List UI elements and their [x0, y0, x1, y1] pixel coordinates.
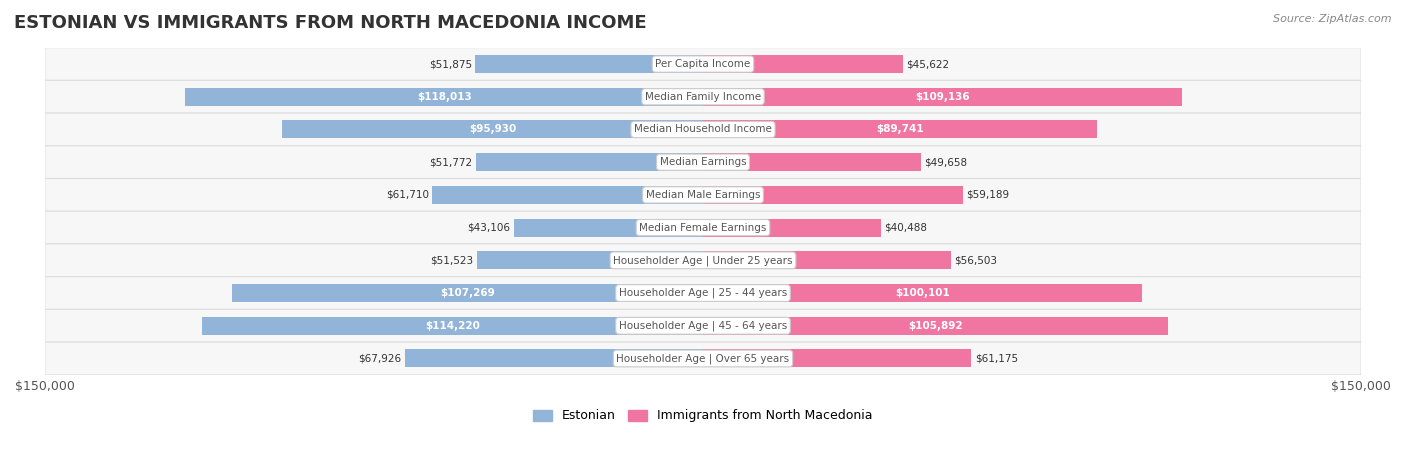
Text: Householder Age | Over 65 years: Householder Age | Over 65 years — [616, 353, 790, 364]
Text: $114,220: $114,220 — [425, 321, 479, 331]
Text: $67,926: $67,926 — [359, 354, 402, 363]
Bar — [703, 120, 1097, 139]
Bar — [703, 153, 921, 171]
Text: $109,136: $109,136 — [915, 92, 970, 102]
FancyBboxPatch shape — [45, 146, 1361, 178]
Bar — [703, 219, 880, 237]
FancyBboxPatch shape — [45, 178, 1361, 212]
Bar — [513, 219, 703, 237]
Text: Per Capita Income: Per Capita Income — [655, 59, 751, 69]
Bar — [283, 120, 703, 139]
Text: $51,523: $51,523 — [430, 255, 474, 265]
Text: Source: ZipAtlas.com: Source: ZipAtlas.com — [1274, 14, 1392, 24]
Text: Median Male Earnings: Median Male Earnings — [645, 190, 761, 200]
Bar — [186, 88, 703, 106]
Bar — [202, 317, 703, 335]
FancyBboxPatch shape — [45, 276, 1361, 310]
Bar — [703, 186, 963, 204]
Text: $100,101: $100,101 — [896, 288, 950, 298]
Bar — [703, 317, 1167, 335]
Text: Median Family Income: Median Family Income — [645, 92, 761, 102]
FancyBboxPatch shape — [45, 48, 1361, 80]
Text: Householder Age | 45 - 64 years: Householder Age | 45 - 64 years — [619, 320, 787, 331]
Text: $45,622: $45,622 — [907, 59, 949, 69]
Bar — [432, 186, 703, 204]
Bar — [703, 349, 972, 368]
Text: $89,741: $89,741 — [876, 125, 924, 134]
Bar — [703, 88, 1182, 106]
Text: Householder Age | Under 25 years: Householder Age | Under 25 years — [613, 255, 793, 266]
Bar — [477, 251, 703, 269]
Text: Median Earnings: Median Earnings — [659, 157, 747, 167]
Text: Median Household Income: Median Household Income — [634, 125, 772, 134]
FancyBboxPatch shape — [45, 211, 1361, 244]
FancyBboxPatch shape — [45, 113, 1361, 146]
Text: $61,175: $61,175 — [974, 354, 1018, 363]
Bar — [232, 284, 703, 302]
Text: $51,875: $51,875 — [429, 59, 472, 69]
Legend: Estonian, Immigrants from North Macedonia: Estonian, Immigrants from North Macedoni… — [529, 404, 877, 427]
Text: Median Female Earnings: Median Female Earnings — [640, 223, 766, 233]
Bar — [703, 284, 1142, 302]
Text: $59,189: $59,189 — [966, 190, 1010, 200]
FancyBboxPatch shape — [45, 244, 1361, 277]
Bar — [703, 251, 950, 269]
FancyBboxPatch shape — [45, 342, 1361, 375]
Text: $40,488: $40,488 — [884, 223, 927, 233]
Text: $43,106: $43,106 — [468, 223, 510, 233]
FancyBboxPatch shape — [45, 309, 1361, 342]
Bar — [475, 153, 703, 171]
FancyBboxPatch shape — [45, 80, 1361, 113]
Bar — [405, 349, 703, 368]
Text: $61,710: $61,710 — [387, 190, 429, 200]
Text: $49,658: $49,658 — [924, 157, 967, 167]
Text: $95,930: $95,930 — [470, 125, 516, 134]
Bar — [475, 55, 703, 73]
Text: $105,892: $105,892 — [908, 321, 963, 331]
Bar — [703, 55, 903, 73]
Text: Householder Age | 25 - 44 years: Householder Age | 25 - 44 years — [619, 288, 787, 298]
Text: $51,772: $51,772 — [429, 157, 472, 167]
Text: ESTONIAN VS IMMIGRANTS FROM NORTH MACEDONIA INCOME: ESTONIAN VS IMMIGRANTS FROM NORTH MACEDO… — [14, 14, 647, 32]
Text: $56,503: $56,503 — [955, 255, 997, 265]
Text: $107,269: $107,269 — [440, 288, 495, 298]
Text: $118,013: $118,013 — [416, 92, 471, 102]
